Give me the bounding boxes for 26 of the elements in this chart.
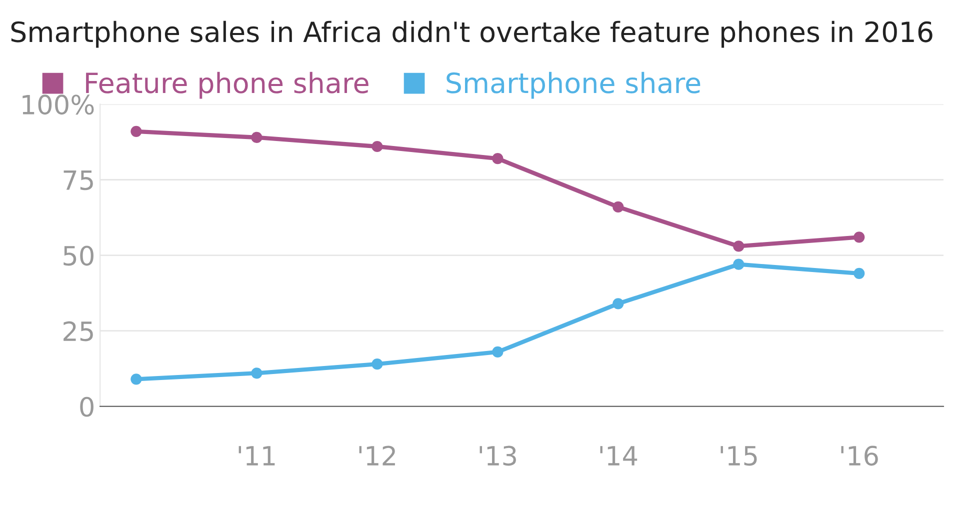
point bbox=[733, 240, 744, 252]
point bbox=[130, 126, 142, 137]
point bbox=[492, 346, 504, 358]
point bbox=[612, 298, 624, 310]
y-tick-label: 75 bbox=[64, 170, 93, 190]
y-tick-label: 50 bbox=[64, 246, 94, 266]
point bbox=[251, 132, 262, 143]
point bbox=[733, 258, 744, 270]
point bbox=[492, 153, 504, 164]
point bbox=[130, 374, 142, 385]
point bbox=[854, 232, 865, 243]
x-tick-label: '15 bbox=[720, 446, 757, 466]
x-tick-label: '16 bbox=[841, 446, 878, 466]
x-tick-label: '11 bbox=[238, 446, 275, 466]
legend-label: Smartphone share bbox=[446, 72, 700, 99]
point bbox=[372, 358, 383, 370]
x-tick-label: '12 bbox=[359, 446, 395, 466]
point bbox=[372, 140, 383, 152]
y-tick-label: 25 bbox=[64, 321, 93, 342]
point bbox=[612, 201, 624, 212]
x-tick-label: '14 bbox=[600, 446, 638, 466]
x-tick-label: '13 bbox=[480, 446, 516, 466]
point bbox=[854, 268, 865, 279]
y-tick-label: 0 bbox=[80, 396, 94, 417]
chart-title: Smartphone sales in Africa didn't overtake feature phones in 2016 bbox=[11, 20, 932, 48]
point bbox=[251, 368, 262, 379]
